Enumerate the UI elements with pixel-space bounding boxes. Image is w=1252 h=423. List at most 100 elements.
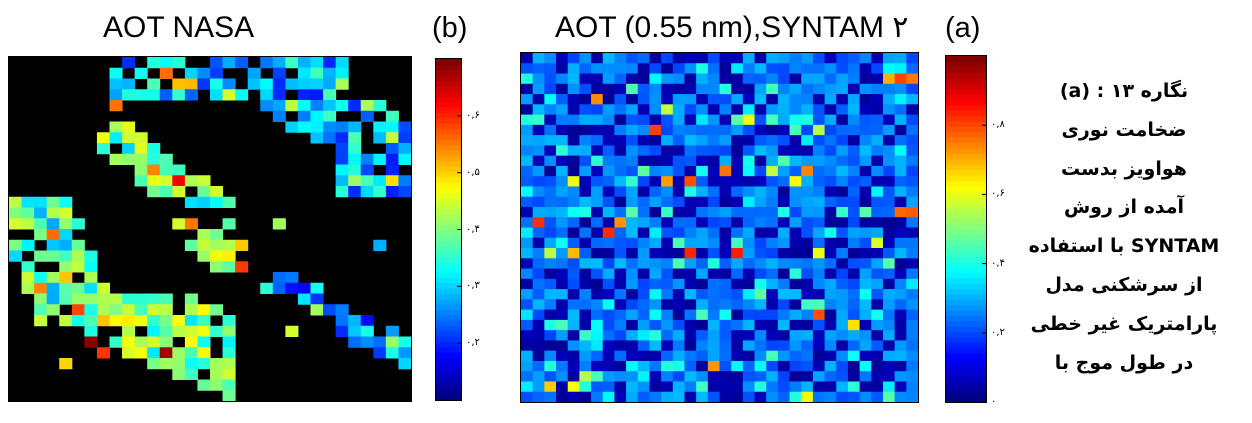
heatmap-cell: [696, 73, 709, 85]
heatmap-cell: [532, 340, 545, 352]
heatmap-cell: [754, 53, 767, 64]
colorbar-swatch: [946, 147, 986, 154]
heatmap-cell: [172, 57, 186, 69]
heatmap-cell: [847, 165, 861, 177]
heatmap-cell: [532, 330, 545, 341]
heatmap-cell: [184, 304, 198, 316]
heatmap-cell: [532, 124, 545, 136]
heatmap-cell: [567, 227, 580, 239]
heatmap-cell: [742, 83, 756, 95]
heatmap-cell: [847, 73, 861, 85]
heatmap-cell: [684, 114, 697, 126]
heatmap-cell: [766, 63, 779, 75]
heatmap-cell: [696, 381, 709, 393]
heatmap-cell: [532, 227, 545, 239]
heatmap-cell: [684, 309, 697, 321]
caption-line: نگاره ۱۳ : (a): [1059, 80, 1189, 102]
heatmap-cell: [134, 89, 148, 101]
colorbar-swatch: [946, 77, 986, 84]
heatmap-cell: [567, 83, 580, 95]
heatmap-cell: [602, 371, 615, 382]
heatmap-cell: [84, 250, 98, 262]
heatmap-cell: [310, 121, 324, 133]
heatmap-cell: [672, 124, 685, 136]
heatmap-cell: [836, 135, 849, 146]
heatmap-cell: [871, 371, 884, 382]
heatmap-cell: [742, 104, 756, 116]
heatmap-cell: [754, 83, 767, 95]
heatmap-cell: [46, 229, 60, 241]
heatmap-cell: [614, 135, 627, 146]
heatmap-cell: [696, 299, 709, 311]
heatmap-cell: [719, 196, 732, 208]
heatmap-cell: [614, 176, 627, 187]
heatmap-cell: [672, 63, 685, 75]
colorbar-swatch: [436, 117, 461, 124]
heatmap-cell: [731, 381, 744, 393]
heatmap-cell: [789, 63, 802, 75]
heatmap-cell: [567, 299, 580, 311]
heatmap-cell: [789, 381, 802, 393]
heatmap-cell: [777, 227, 791, 239]
heatmap-cell: [210, 229, 224, 241]
heatmap-cell: [766, 135, 779, 146]
heatmap-cell: [235, 57, 249, 69]
heatmap-cell: [46, 196, 60, 208]
heatmap-cell: [742, 237, 756, 249]
heatmap-cell: [707, 381, 720, 393]
heatmap-cell: [310, 304, 324, 316]
heatmap-cell: [637, 237, 650, 249]
heatmap-cell: [789, 114, 802, 126]
heatmap-cell: [719, 227, 732, 239]
heatmap-cell: [614, 268, 627, 280]
heatmap-cell: [661, 268, 674, 280]
heatmap-cell: [707, 186, 720, 198]
heatmap-cell: [556, 196, 569, 208]
heatmap-cell: [812, 83, 826, 95]
heatmap-cell: [754, 135, 767, 146]
heatmap-cell: [777, 83, 791, 95]
heatmap-cell: [521, 237, 534, 249]
heatmap-cell: [614, 227, 627, 239]
heatmap-cell: [556, 237, 569, 249]
heatmap-cell: [398, 358, 411, 370]
heatmap-cell: [323, 100, 337, 112]
colorbar-swatch: [946, 245, 986, 252]
heatmap-cell: [591, 104, 604, 116]
heatmap-cell: [591, 309, 604, 321]
heatmap-cell: [602, 391, 615, 402]
heatmap-cell: [172, 186, 186, 198]
heatmap-cell: [719, 217, 732, 228]
heatmap-cell: [46, 293, 60, 305]
heatmap-cell: [310, 132, 324, 144]
colorbar-gradient: [436, 59, 461, 401]
heatmap-cell: [147, 347, 161, 359]
heatmap-cell: [147, 153, 161, 165]
heatmap-cell: [614, 319, 627, 331]
heatmap-cell: [847, 381, 861, 393]
heatmap-cell: [801, 268, 814, 280]
heatmap-cell: [544, 340, 557, 352]
heatmap-cell: [591, 176, 604, 187]
heatmap-cell: [360, 175, 374, 187]
heatmap-cell: [385, 164, 399, 176]
heatmap-cell: [323, 110, 337, 122]
colorbar-swatch: [946, 66, 986, 73]
heatmap-cell: [859, 135, 872, 146]
heatmap-cell: [556, 104, 569, 116]
heatmap-cell: [614, 94, 627, 105]
heatmap-cell: [777, 330, 791, 341]
heatmap-cell: [836, 73, 849, 85]
heatmap-cell: [521, 268, 534, 280]
colorbar-swatch: [946, 358, 986, 365]
heatmap-cell: [882, 360, 896, 372]
heatmap-cell: [591, 124, 604, 136]
heatmap-cell: [859, 289, 872, 300]
heatmap-cell: [742, 53, 756, 64]
heatmap-cell: [591, 319, 604, 331]
heatmap-cell: [602, 63, 615, 75]
heatmap-cell: [348, 315, 362, 327]
colorbar-swatch: [946, 239, 986, 246]
heatmap-cell: [777, 248, 791, 259]
heatmap-cell: [789, 237, 802, 249]
